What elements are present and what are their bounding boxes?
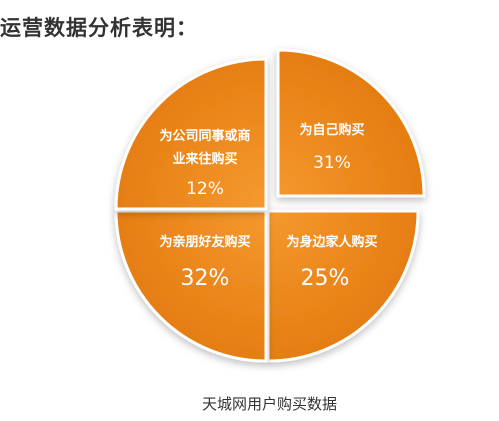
page-heading: 运营数据分析表明： — [0, 16, 198, 40]
slice-label-business-line1: 为公司同事或商 — [159, 128, 250, 144]
chart-title: 天城网用户购买数据 — [201, 395, 337, 413]
slice-label-friends: 为亲朋好友购买 — [159, 234, 250, 250]
slice-value-business: 12% — [186, 179, 224, 199]
pie-slice-friends: 为亲朋好友购买 32% — [114, 209, 268, 363]
pie-slice-business-shape — [114, 57, 268, 211]
pie-slice-self-shape — [276, 48, 426, 198]
slice-value-self: 31% — [313, 153, 351, 173]
slice-label-self: 为自己购买 — [299, 122, 364, 138]
pie-slice-family-shape — [266, 209, 420, 363]
pie-slice-friends-shape — [114, 209, 268, 363]
pie-slice-family: 为身边家人购买 25% — [266, 209, 420, 363]
slice-value-family: 25% — [301, 266, 350, 291]
slice-label-business-line2: 业来往购买 — [172, 151, 237, 167]
slice-value-friends: 32% — [181, 266, 230, 291]
pie-slice-self: 为自己购买 31% — [276, 48, 426, 198]
pie-slice-business: 为公司同事或商 业来往购买 12% — [114, 57, 268, 211]
slice-label-family: 为身边家人购买 — [286, 234, 377, 250]
